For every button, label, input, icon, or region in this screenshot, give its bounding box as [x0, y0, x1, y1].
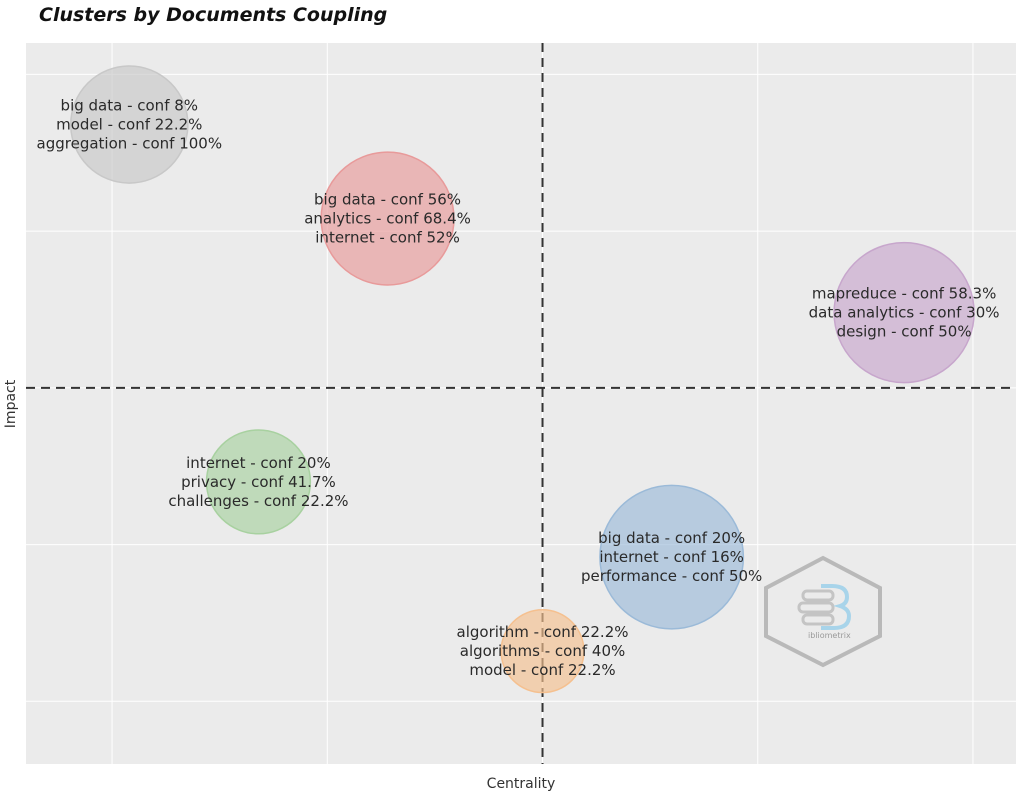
cluster-label: analytics - conf 68.4% [304, 210, 471, 228]
cluster-label: design - conf 50% [837, 323, 972, 341]
bibliometrix-logo: ibliometrix [764, 555, 882, 668]
cluster-label: internet - conf 52% [315, 229, 460, 247]
cluster-bubble[interactable] [599, 484, 745, 630]
cluster-2: big data - conf 56%analytics - conf 68.4… [304, 151, 471, 286]
y-axis-label: Impact [3, 379, 19, 428]
cluster-label: challenges - conf 22.2% [168, 492, 348, 510]
logo-hexagon-icon [764, 555, 882, 668]
cluster-label: model - conf 22.2% [56, 116, 202, 134]
logo-text: ibliometrix [808, 631, 851, 640]
cluster-4: internet - conf 20%privacy - conf 41.7%c… [168, 429, 349, 535]
cluster-6: algorithm - conf 22.2%algorithms - conf … [457, 608, 629, 694]
cluster-label: internet - conf 16% [599, 548, 744, 566]
cluster-label: performance - conf 50% [581, 567, 762, 585]
cluster-label: big data - conf 20% [598, 529, 745, 547]
bubble-layer: big data - conf 8%model - conf 22.2%aggr… [37, 65, 1000, 694]
cluster-bubble[interactable] [69, 65, 189, 184]
cluster-label: privacy - conf 41.7% [181, 473, 336, 491]
cluster-label: aggregation - conf 100% [37, 135, 223, 153]
cluster-3: mapreduce - conf 58.3%data analytics - c… [809, 241, 1000, 384]
cluster-1: big data - conf 8%model - conf 22.2%aggr… [37, 65, 223, 184]
logo-book-icon [797, 584, 852, 630]
cluster-bubble[interactable] [500, 608, 585, 694]
cluster-label: algorithm - conf 22.2% [457, 623, 629, 641]
cluster-label: model - conf 22.2% [469, 661, 615, 679]
cluster-bubble[interactable] [205, 429, 312, 535]
cluster-bubble[interactable] [833, 241, 975, 384]
cluster-label: big data - conf 8% [61, 97, 199, 115]
cluster-bubble[interactable] [320, 151, 455, 286]
cluster-label: algorithms - conf 40% [460, 642, 625, 660]
cluster-5: big data - conf 20%internet - conf 16%pe… [581, 484, 762, 630]
cluster-label: internet - conf 20% [186, 454, 331, 472]
chart-title: Clusters by Documents Coupling [39, 4, 387, 26]
cluster-label: big data - conf 56% [314, 191, 461, 209]
cluster-label: data analytics - conf 30% [809, 304, 1000, 322]
cluster-label: mapreduce - conf 58.3% [812, 285, 996, 303]
x-axis-label: Centrality [487, 776, 556, 791]
